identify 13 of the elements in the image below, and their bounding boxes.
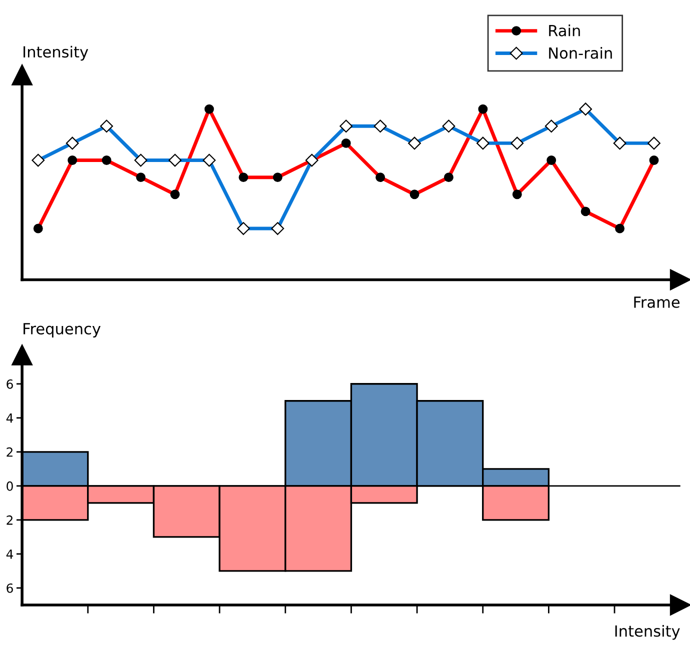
- y-tick-label: 6: [6, 379, 13, 389]
- legend-label: Non-rain: [549, 46, 612, 59]
- y-tick-label: 0: [6, 481, 13, 491]
- x-axis-title: Frame: [634, 296, 680, 308]
- y-tick-label: 6: [6, 583, 13, 593]
- y-tick-label: 2: [6, 515, 12, 525]
- y-axis-title: Frequency: [24, 323, 101, 338]
- y-tick-label: 4: [6, 550, 14, 559]
- legend-label: Rain: [549, 24, 580, 36]
- y-tick-label: 2: [6, 447, 12, 457]
- x-axis-title: Intensity: [615, 624, 680, 640]
- y-tick-label: 4: [6, 414, 14, 423]
- y-axis-title: Intensity: [24, 46, 88, 61]
